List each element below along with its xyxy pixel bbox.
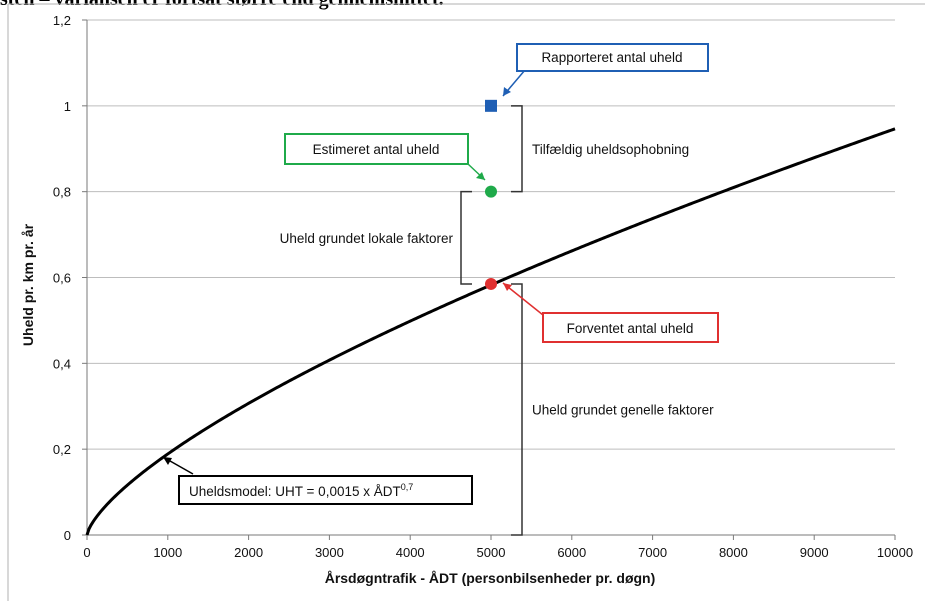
point-expected [485,277,497,290]
top-caption: sten – variansen er fortsat større end g… [0,0,444,11]
callout-model-box [178,475,473,505]
callout-model-arrowhead [163,457,172,465]
x-axis-label: Årsdøgntrafik - ÅDT (personbilsenheder p… [325,570,656,586]
y-tick-label: 0,6 [53,271,71,286]
callout-estimeret-box [284,133,469,165]
callout-forventet-label: Forventet antal uheld [567,321,694,336]
callout-model: Uheldsmodel: UHT = 0,0015 x ÅDT0,7 [162,456,473,505]
callout-rapporteret: Rapporteret antal uheld [502,43,709,97]
callout-forventet-box [542,312,719,343]
bracket-label-0: Tilfældig uheldsophobning [532,142,689,157]
x-tick-label: 6000 [557,545,586,560]
bracket-0 [511,105,523,193]
point-reported [485,99,497,112]
annotation-layer: Tilfældig uheldsophobning Uheld grundet l… [280,105,714,536]
x-tick-label: 7000 [638,545,667,560]
y-tick-label: 0,4 [53,356,71,371]
x-tick-label: 4000 [396,545,425,560]
callout-rapporteret-arrowhead [503,87,511,96]
y-tick-label: 1 [64,99,71,114]
x-tick-label: 3000 [315,545,344,560]
y-tick-label: 0 [64,528,71,543]
x-tick-label: 5000 [477,545,506,560]
callout-rapporteret-box [516,43,709,72]
points-layer [485,99,497,290]
x-tick-label: 2000 [234,545,263,560]
axes: 0 0,2 0,4 0,6 0,8 1 1,2 0 1000 2000 3000 4000 5000 60… [53,13,913,560]
x-tick-label: 9000 [800,545,829,560]
x-tick-label: 0 [83,545,90,560]
bracket-1 [460,190,472,285]
y-axis-label: Uheld pr. km pr. år [20,223,36,346]
x-tick-label: 1000 [153,545,182,560]
callout-estimeret-arrowhead [476,172,485,180]
bracket-label-1: Uheld grundet lokale faktorer [280,231,454,246]
x-tick-label: 8000 [719,545,748,560]
callout-forventet: Forventet antal uheld [502,282,719,343]
bracket-2 [511,283,523,536]
callout-forventet-pointer [502,282,544,316]
model-label-main: Uheldsmodel: UHT = 0,0015 x ÅDT [189,484,401,499]
callout-estimeret: Estimeret antal uheld [284,133,486,181]
callout-estimeret-label: Estimeret antal uheld [313,142,440,157]
horizontal-gridlines [87,19,895,450]
x-tick-label: 10000 [877,545,913,560]
y-tick-label: 0,8 [53,185,71,200]
callout-model-label: Uheldsmodel: UHT = 0,0015 x ÅDT0,7 [189,482,413,499]
y-tick-label: 0,2 [53,442,71,457]
callout-forventet-arrowhead [503,283,512,291]
bracket-label-2: Uheld grundet genelle faktorer [532,402,714,417]
model-label-exponent: 0,7 [401,482,414,492]
point-estimated [485,185,497,198]
callout-rapporteret-label: Rapporteret antal uheld [541,50,682,65]
y-tick-label: 1,2 [53,13,71,28]
